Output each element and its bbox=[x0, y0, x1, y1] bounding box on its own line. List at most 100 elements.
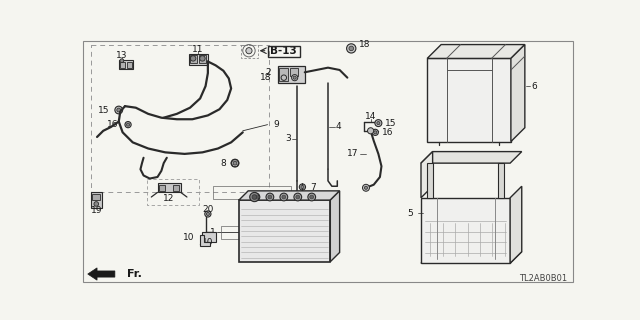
Circle shape bbox=[205, 211, 211, 217]
Bar bbox=[91, 192, 102, 208]
Circle shape bbox=[300, 184, 305, 190]
Bar bbox=[147, 179, 199, 205]
Circle shape bbox=[308, 193, 316, 201]
Polygon shape bbox=[428, 59, 511, 141]
Text: 15: 15 bbox=[385, 119, 397, 128]
Polygon shape bbox=[421, 152, 522, 163]
Text: 12: 12 bbox=[163, 194, 175, 203]
Circle shape bbox=[367, 128, 374, 134]
Bar bbox=[241, 44, 259, 59]
Polygon shape bbox=[421, 252, 522, 263]
Bar bbox=[428, 163, 433, 198]
Text: B-13: B-13 bbox=[271, 46, 297, 57]
Polygon shape bbox=[330, 191, 340, 262]
Bar bbox=[268, 46, 300, 57]
Text: 16: 16 bbox=[381, 128, 393, 137]
Bar bbox=[198, 55, 205, 63]
Text: TL2AB0B01: TL2AB0B01 bbox=[518, 274, 566, 283]
Text: 5: 5 bbox=[408, 209, 413, 218]
Circle shape bbox=[246, 48, 252, 54]
Circle shape bbox=[252, 195, 257, 199]
Text: 8: 8 bbox=[220, 159, 226, 168]
Circle shape bbox=[347, 44, 356, 53]
Circle shape bbox=[125, 122, 131, 128]
Text: 18: 18 bbox=[359, 40, 371, 49]
Text: 20: 20 bbox=[202, 205, 214, 214]
Text: 10: 10 bbox=[202, 238, 214, 247]
Bar bbox=[221, 226, 239, 239]
Circle shape bbox=[281, 75, 287, 80]
Circle shape bbox=[120, 59, 124, 63]
Circle shape bbox=[115, 106, 123, 114]
Bar bbox=[190, 55, 197, 63]
Polygon shape bbox=[200, 235, 210, 246]
Bar bbox=[157, 183, 180, 192]
Circle shape bbox=[364, 186, 367, 189]
Bar bbox=[119, 60, 132, 69]
Circle shape bbox=[280, 193, 288, 201]
Text: 2: 2 bbox=[266, 68, 271, 77]
Polygon shape bbox=[428, 44, 525, 59]
Bar bbox=[91, 44, 269, 192]
Text: 18: 18 bbox=[260, 73, 271, 82]
Polygon shape bbox=[88, 268, 115, 280]
Bar bbox=[279, 68, 289, 81]
Text: 19: 19 bbox=[90, 206, 102, 215]
Bar bbox=[159, 185, 165, 191]
Text: 13: 13 bbox=[116, 51, 127, 60]
Circle shape bbox=[301, 186, 304, 188]
Circle shape bbox=[349, 46, 353, 51]
Circle shape bbox=[94, 202, 99, 206]
Bar bbox=[278, 66, 305, 83]
Bar bbox=[127, 61, 132, 68]
Circle shape bbox=[292, 75, 298, 81]
Bar bbox=[189, 54, 208, 65]
Circle shape bbox=[374, 131, 377, 134]
Circle shape bbox=[231, 159, 239, 167]
Circle shape bbox=[252, 193, 260, 201]
Circle shape bbox=[191, 56, 196, 61]
Text: 11: 11 bbox=[192, 45, 204, 54]
Bar bbox=[120, 61, 125, 68]
Circle shape bbox=[362, 184, 369, 191]
Circle shape bbox=[268, 195, 272, 199]
Bar bbox=[202, 232, 216, 242]
Polygon shape bbox=[511, 44, 525, 141]
Circle shape bbox=[266, 193, 274, 201]
Text: 6: 6 bbox=[531, 82, 537, 91]
Circle shape bbox=[250, 192, 259, 202]
Circle shape bbox=[296, 195, 300, 199]
Bar bbox=[173, 185, 179, 191]
Circle shape bbox=[200, 56, 205, 61]
Bar bbox=[92, 194, 100, 200]
Polygon shape bbox=[510, 186, 522, 263]
Bar bbox=[213, 186, 291, 198]
Text: 10: 10 bbox=[183, 233, 195, 242]
Text: 17: 17 bbox=[347, 149, 358, 158]
Circle shape bbox=[377, 122, 380, 124]
Circle shape bbox=[117, 108, 121, 112]
Text: 15: 15 bbox=[98, 106, 109, 115]
Text: 4: 4 bbox=[336, 123, 341, 132]
Circle shape bbox=[375, 120, 382, 127]
Polygon shape bbox=[421, 198, 510, 263]
Text: 7: 7 bbox=[310, 182, 316, 191]
Circle shape bbox=[372, 129, 378, 135]
Circle shape bbox=[310, 195, 314, 199]
Text: Fr.: Fr. bbox=[127, 269, 141, 279]
Circle shape bbox=[127, 123, 130, 126]
Circle shape bbox=[233, 161, 237, 165]
Bar bbox=[498, 163, 504, 198]
Circle shape bbox=[206, 212, 209, 215]
Circle shape bbox=[294, 193, 301, 201]
Text: 16: 16 bbox=[108, 120, 119, 129]
Polygon shape bbox=[421, 152, 433, 198]
Polygon shape bbox=[239, 191, 340, 200]
Text: 3: 3 bbox=[285, 134, 291, 143]
Text: 1: 1 bbox=[210, 228, 216, 237]
Bar bbox=[239, 200, 330, 262]
Circle shape bbox=[293, 76, 296, 79]
Bar bbox=[290, 68, 298, 76]
Text: 9: 9 bbox=[274, 120, 280, 129]
Circle shape bbox=[282, 195, 286, 199]
